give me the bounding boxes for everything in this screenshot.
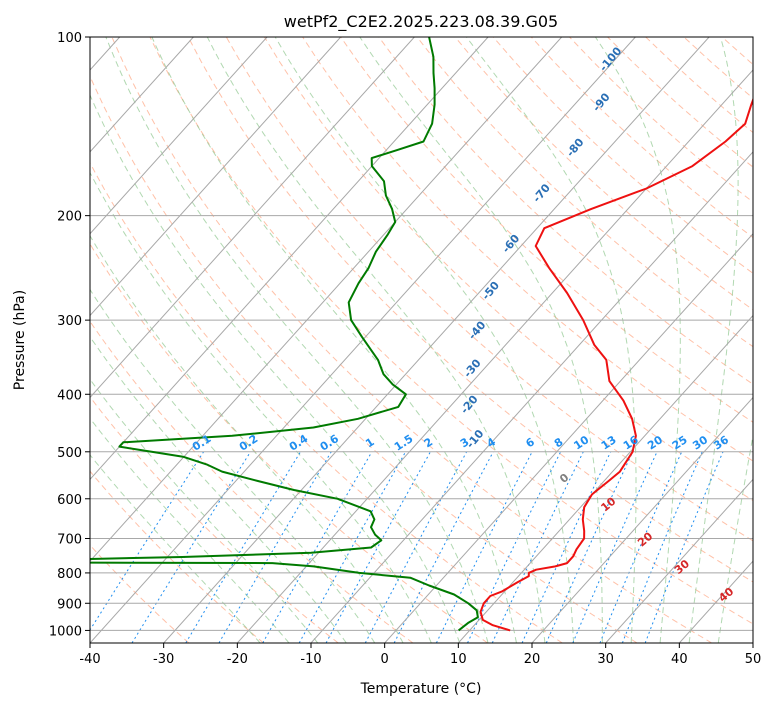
dry-adiabat-line: [378, 37, 753, 385]
x-tick-label: 40: [671, 652, 688, 667]
mixing-ratio-line: [185, 451, 301, 643]
moist-adiabat-line: [151, 37, 517, 643]
x-tick-label: -10: [300, 652, 321, 667]
y-tick-label: 800: [57, 567, 82, 582]
mixing-ratio-line: [262, 451, 373, 643]
isotherm-line: [457, 314, 753, 643]
dry-adiabat-line: [111, 37, 712, 643]
dry-adiabat-line: [90, 161, 563, 643]
dry-adiabat-line: [454, 37, 753, 311]
y-tick-label: 600: [57, 493, 82, 508]
profile-lines: [90, 37, 753, 632]
mixing-ratio-line: [545, 451, 634, 643]
y-tick-label: 200: [57, 210, 82, 225]
y-tick-label: 500: [57, 446, 82, 461]
isotherm-line: [605, 478, 753, 643]
mixing-ratio-line: [621, 451, 703, 643]
moist-adiabat-line: [90, 335, 347, 643]
isotherm-line: [310, 151, 753, 643]
mixing-ratio-line: [131, 451, 251, 643]
moist-adiabat-line: [466, 37, 637, 643]
x-tick-label: 30: [597, 652, 614, 667]
mixing-ratio-line: [218, 451, 332, 643]
y-tick-label: 700: [57, 533, 82, 548]
mixing-ratio-line: [364, 451, 468, 643]
dewpoint-profile-line: [90, 37, 479, 632]
plot-frame: [89, 36, 754, 644]
moist-adiabat-line: [90, 93, 461, 643]
isotherm-line: [90, 37, 489, 481]
mixing-ratio-line: [572, 451, 658, 643]
mixing-ratio-line: [467, 451, 562, 643]
y-tick-label: 1000: [49, 624, 82, 639]
dry-adiabat-line: [416, 37, 753, 348]
isotherm-line: [90, 37, 194, 153]
background-lines: [90, 37, 753, 643]
axes: -40 -30 -20 -10 0 10 20 30 40 50 100 200 300 400 500 60…: [49, 31, 761, 667]
dry-adiabat-line: [90, 470, 264, 643]
moist-adiabat-line: [90, 454, 261, 643]
moist-adiabat-line: [688, 37, 739, 643]
mixing-ratio-line: [435, 451, 533, 643]
y-tick-label: 400: [57, 388, 82, 403]
isotherm-line: [384, 233, 753, 643]
mixing-ratio-line: [599, 451, 683, 643]
x-tick-label: -30: [153, 652, 174, 667]
moist-adiabat-line: [717, 433, 753, 643]
y-tick-label: 300: [57, 314, 82, 329]
isotherm-line: [90, 37, 342, 317]
x-tick-label: 10: [450, 652, 467, 667]
moist-adiabat-line: [274, 37, 575, 643]
x-axis-label: Temperature (°C): [360, 681, 482, 697]
isotherm-line: [90, 37, 636, 643]
x-tick-label: -40: [79, 652, 100, 667]
dry-adiabat-line: [90, 396, 339, 643]
isotherm-line: [90, 37, 563, 562]
isotherm-line: [236, 69, 753, 643]
x-tick-label: -20: [227, 652, 248, 667]
y-tick-label: 100: [57, 31, 82, 46]
moist-adiabat-line: [359, 37, 603, 643]
isotherm-line: [163, 37, 710, 643]
mixing-ratio-line: [90, 451, 205, 631]
mixing-ratio-line: [644, 451, 724, 643]
x-tick-label: 0: [381, 652, 389, 667]
isotherm-line: [531, 396, 753, 643]
moist-adiabat-line: [105, 37, 489, 643]
x-tick-label: 50: [745, 652, 762, 667]
y-tick-label: 900: [57, 597, 82, 612]
mixing-ratio-line: [298, 451, 407, 643]
dry-adiabat-line: [90, 544, 190, 643]
moist-adiabat-line: [90, 171, 432, 643]
y-axis-label: Pressure (hPa): [12, 290, 28, 390]
x-tick-label: 20: [524, 652, 541, 667]
mixing-ratio-line: [325, 451, 431, 643]
isotherm-line: [90, 37, 268, 235]
temperature-profile-line: [479, 97, 753, 632]
mixing-ratio-line: [521, 451, 612, 643]
dry-adiabat-line: [90, 243, 488, 643]
isotherm-line: [90, 37, 415, 399]
moist-adiabat-line: [90, 288, 376, 643]
chart-title: wetPf2_C2E2.2025.223.08.39.G05: [284, 12, 558, 32]
dry-adiabat-line: [149, 37, 753, 625]
moist-adiabat-line: [594, 37, 681, 643]
moist-adiabat-line: [206, 37, 546, 643]
